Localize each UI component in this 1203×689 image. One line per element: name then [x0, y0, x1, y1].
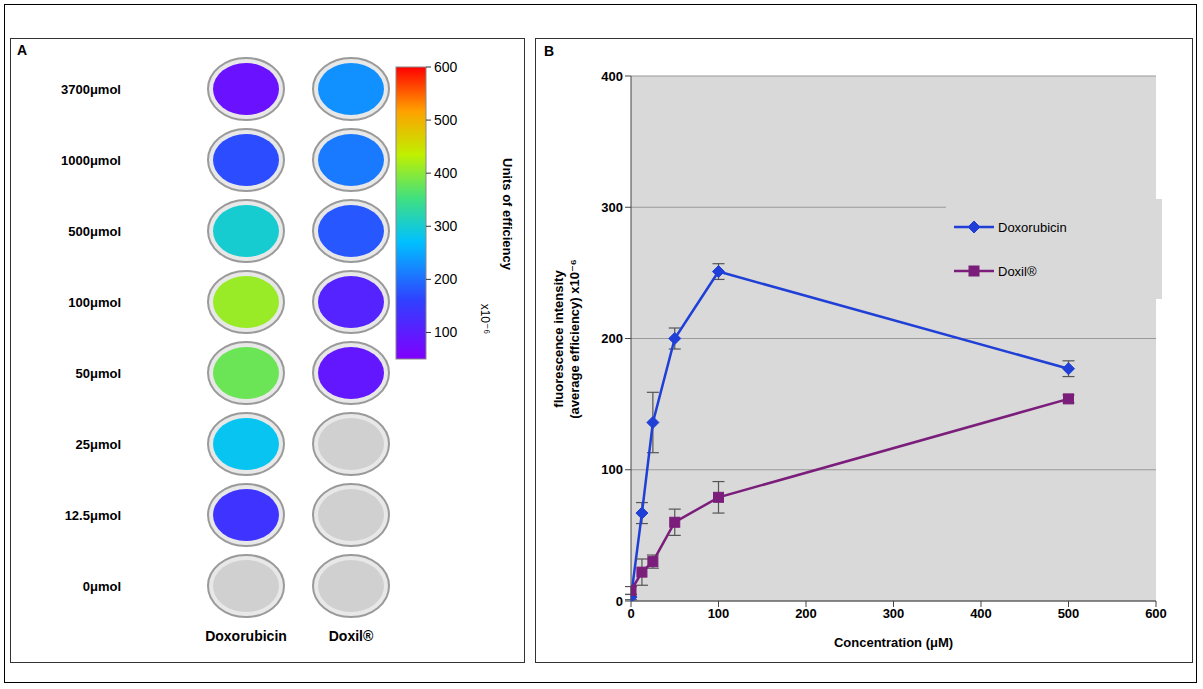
svg-text:300: 300: [601, 200, 623, 215]
svg-text:100: 100: [434, 324, 458, 340]
svg-text:300: 300: [434, 218, 458, 234]
svg-text:A: A: [17, 42, 27, 58]
svg-text:400: 400: [434, 165, 458, 181]
svg-text:500: 500: [1058, 606, 1080, 621]
html-text:fluorescence intensity: fluorescence intensity: [551, 269, 566, 408]
svg-text:600: 600: [1145, 606, 1167, 621]
svg-text:300: 300: [883, 606, 905, 621]
svg-text:500μmol: 500μmol: [68, 224, 121, 239]
svg-text:100: 100: [708, 606, 730, 621]
svg-text:100: 100: [601, 462, 623, 477]
svg-text:0: 0: [627, 606, 634, 621]
svg-text:1000μmol: 1000μmol: [61, 153, 121, 168]
svg-text:400: 400: [970, 606, 992, 621]
svg-text:600: 600: [434, 59, 458, 75]
svg-text:Doxorubicin: Doxorubicin: [205, 628, 287, 644]
svg-text:Concentration (μM): Concentration (μM): [834, 635, 953, 650]
svg-text:200: 200: [434, 271, 458, 287]
svg-text:100μmol: 100μmol: [68, 295, 121, 310]
svg-text:200: 200: [795, 606, 817, 621]
svg-text:12.5μmol: 12.5μmol: [65, 508, 121, 523]
svg-text:x10⁻⁶: x10⁻⁶: [478, 304, 492, 335]
html-text:Doxorubicin: Doxorubicin: [998, 219, 1067, 235]
svg-text:25μmol: 25μmol: [75, 437, 121, 452]
svg-text:500: 500: [434, 112, 458, 128]
html-text:Doxil®: Doxil®: [998, 263, 1037, 279]
svg-text:0: 0: [616, 594, 623, 609]
html-text:(average efficiency) x10⁻⁶: (average efficiency) x10⁻⁶: [567, 258, 582, 419]
html-text:B: B: [544, 43, 555, 59]
svg-text:200: 200: [601, 331, 623, 346]
svg-text:3700μmol: 3700μmol: [61, 82, 121, 97]
svg-text:400: 400: [601, 69, 623, 84]
svg-text:Doxil®: Doxil®: [329, 628, 374, 644]
svg-text:0μmol: 0μmol: [83, 579, 121, 594]
svg-text:Units of efficiency: Units of efficiency: [500, 158, 515, 271]
svg-text:50μmol: 50μmol: [75, 366, 121, 381]
